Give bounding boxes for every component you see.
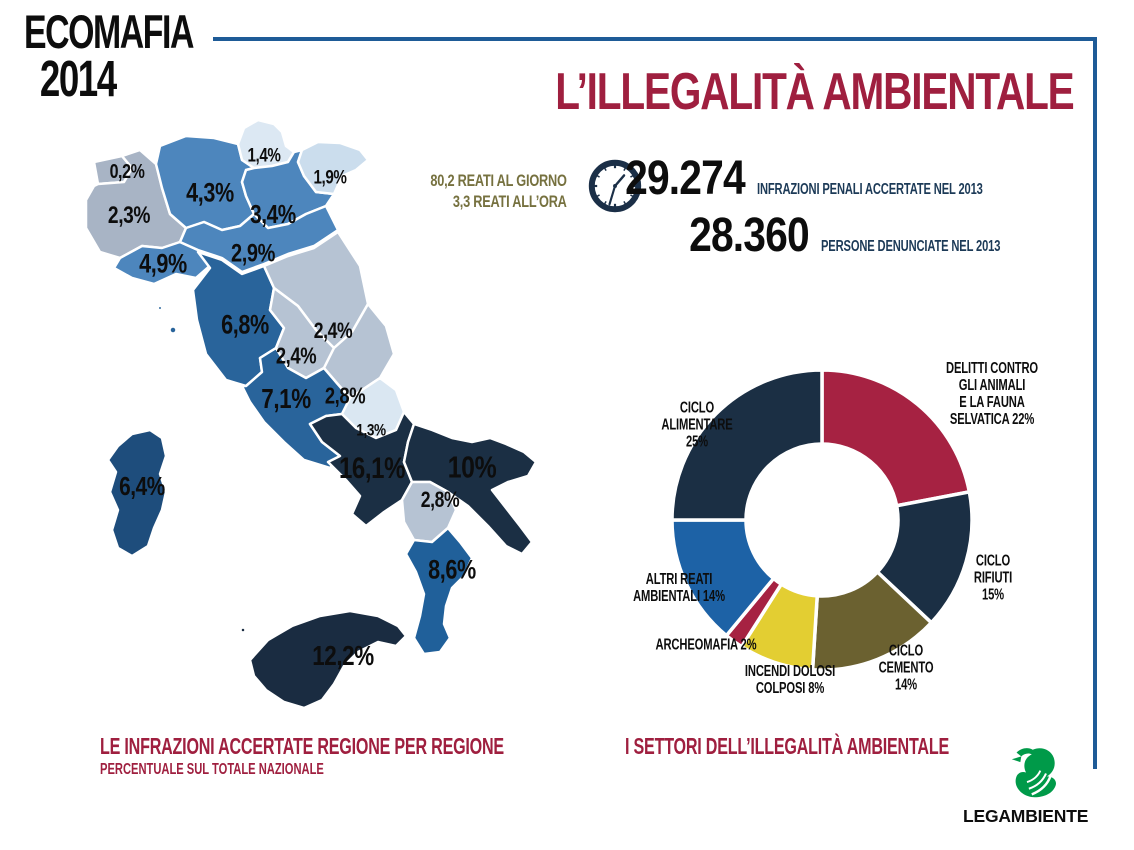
map-region-label-sardegna: 6,4% (119, 471, 165, 501)
map-region-label-puglia: 10% (447, 449, 497, 485)
map-region-label-abruzzo: 2,8% (324, 382, 366, 409)
donut-segment-label-3: CICLO CEMENTO 14% (878, 642, 934, 694)
map-region-label-umbria: 2,4% (275, 342, 317, 369)
map-region-label-lombardia: 4,3% (186, 177, 234, 208)
map-region-label-sicilia: 12,2% (312, 640, 374, 671)
map-region-campania (308, 410, 416, 528)
rate-per-day: 80,2 REATI AL GIORNO (430, 171, 567, 190)
map-caption-title: LE INFRAZIONI ACCERTATE REGIONE PER REGI… (100, 733, 504, 759)
map-island-egadi (239, 626, 247, 634)
map-region-label-marche: 2,4% (313, 318, 353, 343)
map-island-small (156, 304, 164, 312)
map-region-label-molise: 1,3% (356, 420, 386, 440)
donut-segment-label-7: CICLO ALIMENTARE 25% (661, 399, 733, 451)
donut-segment-label-2: CICLO RIFIUTI 15% (973, 552, 1013, 604)
map-region-friuli (296, 140, 370, 196)
donut-segment-label-5: ARCHEOMAFIA 2% (655, 636, 757, 654)
map-region-label-veneto: 3,4% (250, 199, 296, 229)
clock-icon (588, 159, 642, 213)
ecomafia-logo-year: 2014 (39, 49, 117, 107)
stat-denounced-label: PERSONE DENUNCIATE NEL 2013 (821, 238, 1001, 255)
donut-segment-7 (670, 368, 824, 522)
map-region-trentino (236, 118, 296, 170)
legambiente-swan-icon (1011, 748, 1056, 798)
ecomafia-logo-name: ECOMAFIA (24, 5, 194, 58)
stat-infractions-label: INFRAZIONI PENALI ACCERTATE NEL 2013 (756, 181, 983, 198)
donut-caption-title: I SETTORI DELL’ILLEGALITÀ AMBIENTALE (625, 733, 949, 759)
map-region-label-piemonte: 2,3% (107, 202, 151, 229)
stat-infractions-value: 29.274 (624, 152, 746, 205)
map-region-label-trentino-alto-adige: 1,4% (247, 145, 281, 167)
top-divider-line (213, 37, 1095, 41)
map-region-label-liguria: 4,9% (139, 248, 187, 279)
donut-segment-label-1: DELITTI CONTRO GLI ANIMALI E LA FAUNA SE… (946, 359, 1038, 429)
stat-infractions: 29.274 INFRAZIONI PENALI ACCERTATE NEL 2… (604, 155, 1070, 203)
map-region-label-toscana: 6,8% (221, 309, 269, 340)
right-divider-line (1093, 37, 1097, 769)
stat-denounced: 28.360 PERSONE DENUNCIATE NEL 2013 (668, 212, 1070, 260)
page-title: L’ILLEGALITÀ AMBIENTALE (555, 63, 1076, 121)
rate-per-hour: 3,3 REATI ALL’ORA (453, 192, 567, 212)
map-region-label-basilicata: 2,8% (420, 487, 460, 512)
donut-segment-label-6: ALTRI REATI AMBIENTALI 14% (633, 570, 725, 605)
map-caption-subtitle: PERCENTUALE SUL TOTALE NAZIONALE (100, 761, 324, 778)
map-region-calabria (404, 526, 474, 656)
map-region-label-valle-daosta: 0,2% (109, 161, 145, 183)
map-region-sardegna (106, 428, 168, 558)
daily-rate-text: 80,2 REATI AL GIORNO 3,3 REATI ALL’ORA (431, 170, 567, 213)
map-region-label-friuli-venezia-giulia: 1,9% (313, 167, 347, 189)
map-region-label-emilia-romagna: 2,9% (231, 239, 275, 268)
legambiente-wordmark: LEGAMBIENTE (963, 806, 1089, 826)
donut-segment-label-4: INCENDI DOLOSI COLPOSI 8% (744, 662, 836, 697)
map-region-basilicata (400, 480, 458, 544)
map-region-label-calabria: 8,6% (428, 554, 476, 585)
map-island-elba (168, 325, 178, 335)
stat-denounced-value: 28.360 (689, 209, 810, 262)
map-region-label-campania: 16,1% (338, 452, 406, 485)
map-region-sicilia (248, 609, 408, 710)
map-region-emilia (178, 204, 340, 274)
ecomafia-logo: ECOMAFIA 2014 (24, 5, 194, 107)
map-region-label-lazio: 7,1% (261, 383, 311, 414)
donut-segment-1 (820, 368, 972, 508)
